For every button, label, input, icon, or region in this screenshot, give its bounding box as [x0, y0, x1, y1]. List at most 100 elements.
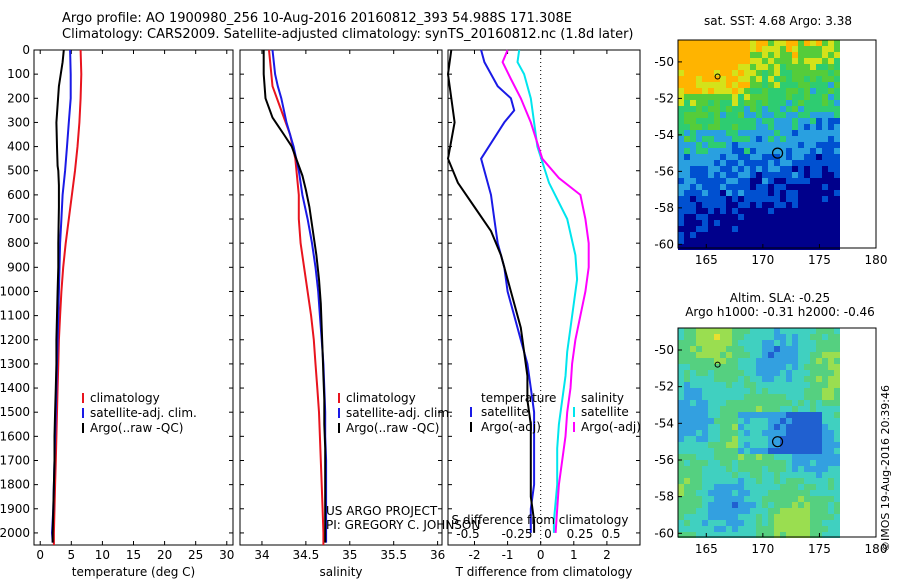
sla_map-cell	[816, 406, 822, 412]
sla_map-cell	[768, 364, 774, 370]
sla_map-cell	[684, 400, 690, 406]
sst_map-cell	[798, 58, 804, 64]
sla_map-cell	[816, 412, 822, 418]
sst_map-cell	[702, 142, 708, 148]
project-line-1: US ARGO PROJECT	[326, 504, 438, 518]
sla_map-cell	[786, 394, 792, 400]
sst_map-cell	[822, 130, 828, 136]
sla_map-cell	[714, 514, 720, 520]
sla_map-cell	[774, 526, 780, 532]
difference-series-argo-adj-	[446, 49, 536, 533]
sst_map-cell	[762, 88, 768, 94]
sst_map-cell	[762, 112, 768, 118]
sst_map-cell	[720, 100, 726, 106]
sst_map-cell	[792, 244, 798, 250]
sst_map-cell	[810, 172, 816, 178]
sla_map-cell	[810, 514, 816, 520]
sst_map-cell	[696, 52, 702, 58]
sla_map-cell	[696, 400, 702, 406]
sst_map-cell	[744, 118, 750, 124]
sla_map-cell	[780, 340, 786, 346]
sst_map-cell	[756, 166, 762, 172]
sst_map-cell	[810, 196, 816, 202]
sst_map-cell	[798, 142, 804, 148]
sla_map-cell	[744, 496, 750, 502]
sla_map-cell	[798, 478, 804, 484]
sst_map-cell	[750, 160, 756, 166]
sst_map-cell	[762, 196, 768, 202]
sst_map-cell	[774, 178, 780, 184]
sla_map-cell	[714, 496, 720, 502]
sla_map-cell	[708, 430, 714, 436]
sst_map-cell	[804, 118, 810, 124]
sla_map-cell	[726, 406, 732, 412]
sst_map-cell	[702, 58, 708, 64]
sst_map-cell	[834, 40, 840, 46]
sla_map-cell	[768, 376, 774, 382]
sst_map-cell	[726, 136, 732, 142]
sla_map-cell	[816, 478, 822, 484]
sla_map-cell	[834, 454, 840, 460]
sst_map-cell	[684, 214, 690, 220]
sst_map-cell	[708, 166, 714, 172]
sst_map-cell	[804, 112, 810, 118]
sst_map-cell	[690, 70, 696, 76]
sla_map-cell	[798, 370, 804, 376]
sla_map-cell	[780, 472, 786, 478]
sst_map-cell	[774, 136, 780, 142]
sla_map-cell	[696, 358, 702, 364]
sla_map-cell	[744, 502, 750, 508]
sla_map-cell	[756, 478, 762, 484]
sst_map-cell	[768, 172, 774, 178]
sst_map-cell	[792, 190, 798, 196]
sst_map-cell	[798, 184, 804, 190]
sst_map-xtick-label: 165	[695, 253, 718, 267]
sla_map-cell	[732, 364, 738, 370]
sla_map-cell	[696, 436, 702, 442]
sst_map-cell	[780, 106, 786, 112]
sla_map-cell	[678, 388, 684, 394]
sst_map-cell	[786, 94, 792, 100]
difference-xtick-label: -2	[468, 548, 480, 562]
sst_map-cell	[708, 106, 714, 112]
sst_map-xtick-label: 170	[751, 253, 774, 267]
sla_map-cell	[690, 370, 696, 376]
sst_map-cell	[720, 184, 726, 190]
sst_map-cell	[828, 154, 834, 160]
sst_map-cell	[702, 106, 708, 112]
sst_map-cell	[768, 118, 774, 124]
sla_map-cell	[798, 430, 804, 436]
sla_map-cell	[762, 454, 768, 460]
sst_map-cell	[768, 214, 774, 220]
sla_map-cell	[816, 340, 822, 346]
imos-timestamp: ©IMOS 19-Aug-2016 20:39:46	[879, 385, 892, 552]
sla_map-cell	[786, 508, 792, 514]
sst_map-cell	[756, 208, 762, 214]
sst_map-cell	[684, 124, 690, 130]
sla_map-cell	[732, 352, 738, 358]
sla_map-cell	[768, 382, 774, 388]
sst_map-cell	[720, 112, 726, 118]
sla_map-cell	[822, 436, 828, 442]
sla_map-cell	[780, 328, 786, 334]
sla_map-cell	[768, 490, 774, 496]
sst_map-cell	[684, 166, 690, 172]
sst_map-cell	[720, 46, 726, 52]
sst_map-cell	[810, 118, 816, 124]
sst_map-cell	[702, 196, 708, 202]
sst_map-cell	[684, 190, 690, 196]
sla_map-cell	[822, 466, 828, 472]
sla_map-cell	[714, 370, 720, 376]
sst_map-cell	[744, 244, 750, 250]
sla_map-cell	[744, 346, 750, 352]
sst_map-cell	[774, 244, 780, 250]
sst_map-cell	[774, 112, 780, 118]
sla_map-cell	[726, 412, 732, 418]
sla_map-cell	[816, 430, 822, 436]
sla_map-cell	[720, 382, 726, 388]
sla_map-cell	[792, 358, 798, 364]
sst_map-cell	[732, 202, 738, 208]
sla_map-cell	[732, 484, 738, 490]
sla_map-cell	[780, 376, 786, 382]
sla_map-cell	[774, 442, 780, 448]
